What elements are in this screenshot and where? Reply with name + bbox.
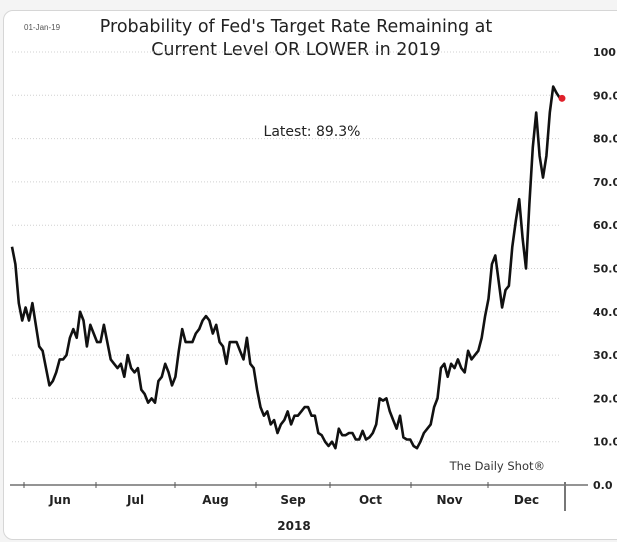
latest-point-marker: [558, 94, 566, 102]
y-tick-label: 40.0: [593, 306, 617, 319]
y-tick-label: 0.0: [593, 479, 613, 492]
chart-title-line-2: Current Level OR LOWER in 2019: [151, 40, 441, 60]
y-tick-label: 10.0: [593, 436, 617, 449]
y-tick-label: 60.0: [593, 219, 617, 232]
y-tick-label: 100.0: [593, 46, 617, 59]
x-tick-label: Nov: [436, 493, 462, 507]
x-tick-label: Jul: [126, 493, 144, 507]
y-axis-ticks: 0.0 10.0 20.0 30.0 40.0 50.0 60.0 70.0 80.0 90.0 1…: [593, 46, 617, 492]
x-axis-year-label: 2018: [277, 519, 310, 533]
y-tick-label: 80.0: [593, 133, 617, 146]
chart-frame: [3, 10, 617, 540]
y-tick-label: 90.0: [593, 89, 617, 102]
y-tick-label: 50.0: [593, 263, 617, 276]
y-tick-label: 30.0: [593, 349, 617, 362]
x-tick-label: Jun: [48, 493, 71, 507]
x-tick-label: Dec: [514, 493, 539, 507]
series-layer: [10, 85, 566, 450]
chart-date: 01-Jan-19: [24, 23, 61, 32]
source-credit: The Daily Shot®: [449, 459, 545, 473]
chart-title-line-1: Probability of Fed's Target Rate Remaini…: [100, 17, 493, 37]
y-tick-label: 20.0: [593, 392, 617, 405]
latest-value-annotation: Latest: 89.3%: [264, 124, 361, 140]
series-line: [10, 85, 562, 450]
x-tick-label: Oct: [359, 493, 382, 507]
y-tick-label: 70.0: [593, 176, 617, 189]
x-axis: Jun Jul Aug Sep Oct Nov Dec: [10, 482, 588, 511]
x-tick-label: Sep: [280, 493, 306, 507]
x-tick-label: Aug: [202, 493, 228, 507]
gridlines: [12, 51, 560, 443]
